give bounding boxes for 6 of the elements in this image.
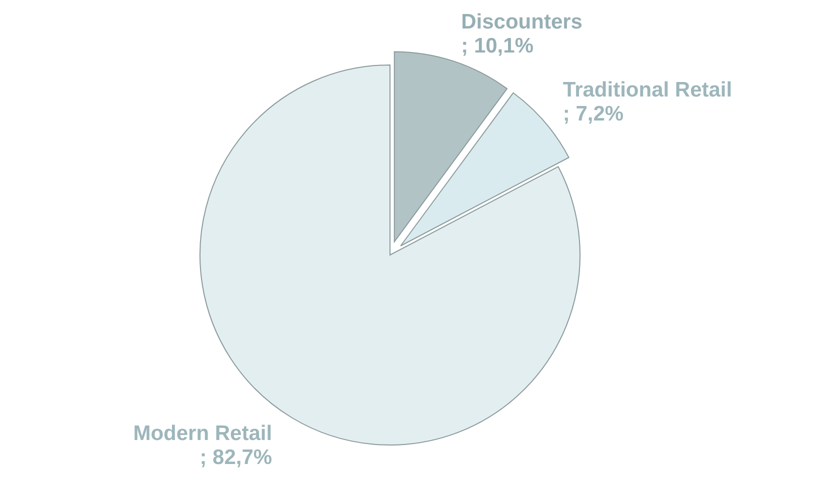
data-label: ; 10,1% — [461, 34, 534, 58]
data-label: ; 82,7% — [200, 446, 272, 470]
slice-label: Traditional Retail — [562, 78, 732, 102]
slice-label: Discounters — [461, 10, 583, 34]
slice-label: Modern Retail — [133, 422, 272, 446]
data-label: ; 7,2% — [562, 102, 624, 126]
